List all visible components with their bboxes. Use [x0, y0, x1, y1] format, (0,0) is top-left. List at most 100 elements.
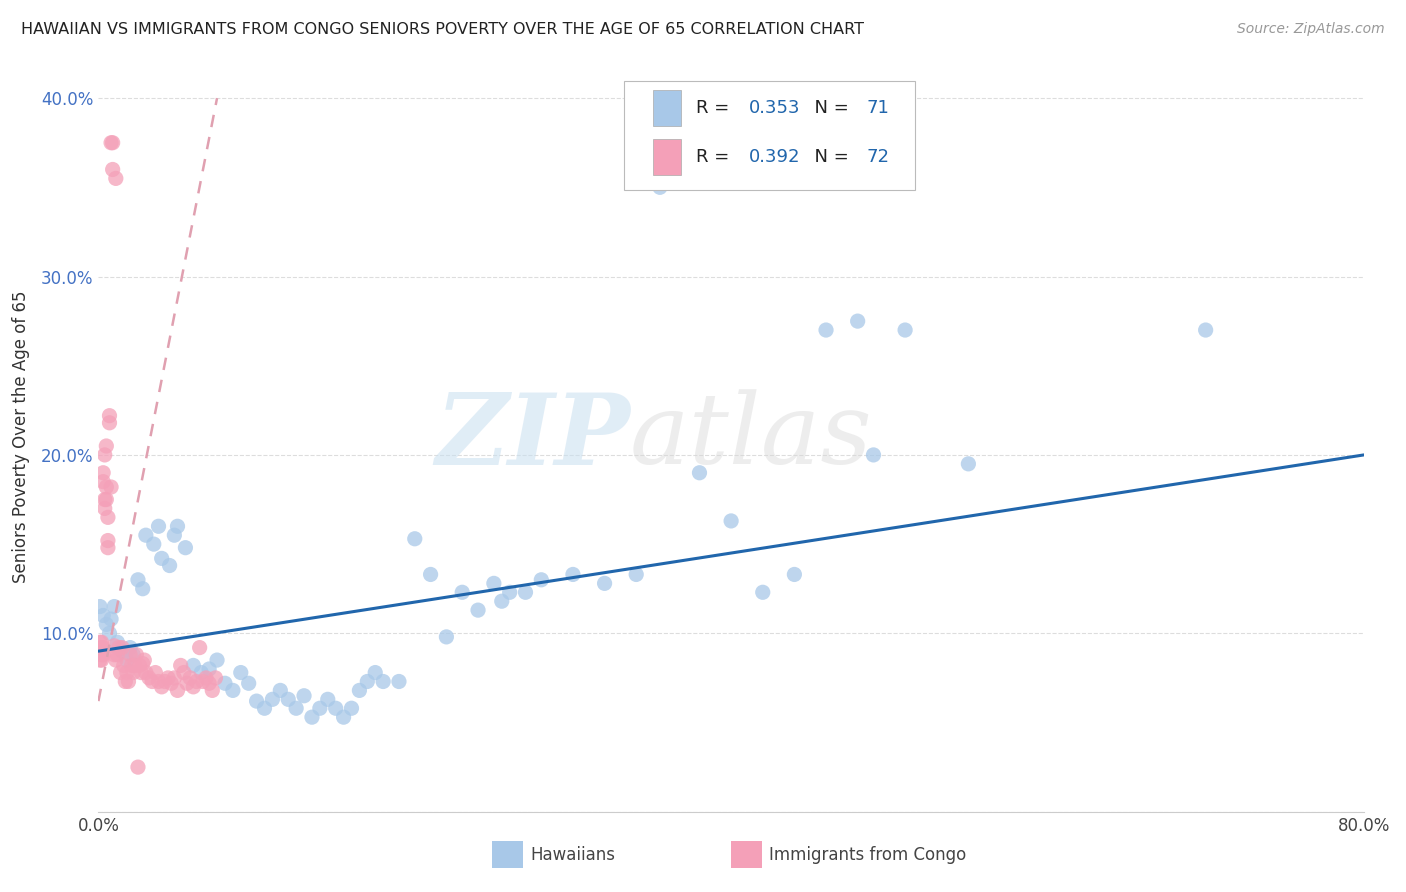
- Point: [103, 599, 125, 614]
- Point: [191, 674, 214, 689]
- Point: [97, 510, 120, 524]
- Point: [103, 648, 125, 662]
- Text: 0.392: 0.392: [749, 148, 800, 166]
- Point: [340, 701, 363, 715]
- Point: [138, 671, 160, 685]
- Point: [111, 640, 134, 655]
- Point: [135, 528, 157, 542]
- Point: [214, 676, 236, 690]
- Point: [482, 576, 505, 591]
- Point: [90, 653, 112, 667]
- Point: [97, 541, 120, 555]
- Point: [292, 689, 315, 703]
- Point: [150, 680, 173, 694]
- FancyBboxPatch shape: [652, 139, 681, 175]
- Point: [246, 694, 269, 708]
- Point: [498, 585, 520, 599]
- Text: 72: 72: [866, 148, 890, 166]
- Point: [115, 653, 138, 667]
- Point: [186, 674, 208, 689]
- Point: [262, 692, 284, 706]
- Point: [128, 658, 150, 673]
- Point: [204, 671, 226, 685]
- Point: [253, 701, 276, 715]
- Point: [89, 599, 111, 614]
- Point: [205, 653, 228, 667]
- Point: [188, 640, 211, 655]
- Point: [96, 480, 118, 494]
- Point: [89, 644, 111, 658]
- Point: [173, 665, 195, 680]
- Point: [89, 653, 111, 667]
- Point: [117, 674, 139, 689]
- Point: [160, 676, 183, 690]
- Point: [127, 573, 149, 587]
- Point: [141, 674, 163, 689]
- Text: Immigrants from Congo: Immigrants from Congo: [769, 846, 966, 863]
- Point: [624, 567, 647, 582]
- Point: [100, 136, 122, 150]
- Point: [107, 648, 129, 662]
- Point: [198, 676, 221, 690]
- Point: [90, 644, 112, 658]
- Point: [166, 683, 188, 698]
- Point: [121, 658, 143, 673]
- Point: [89, 635, 111, 649]
- Point: [134, 653, 156, 667]
- Point: [894, 323, 917, 337]
- Point: [419, 567, 441, 582]
- Point: [356, 674, 378, 689]
- Point: [1194, 323, 1216, 337]
- Text: R =: R =: [696, 148, 735, 166]
- Point: [132, 657, 155, 671]
- Point: [97, 533, 120, 548]
- Text: N =: N =: [803, 99, 855, 117]
- Point: [316, 692, 339, 706]
- Point: [122, 648, 145, 662]
- Point: [325, 701, 347, 715]
- Point: [561, 567, 585, 582]
- Point: [179, 671, 201, 685]
- Point: [91, 648, 114, 662]
- Point: [404, 532, 426, 546]
- Point: [111, 644, 134, 658]
- Point: [190, 665, 212, 680]
- Point: [436, 630, 458, 644]
- FancyBboxPatch shape: [652, 90, 681, 127]
- Point: [301, 710, 323, 724]
- Point: [132, 582, 155, 596]
- Point: [957, 457, 980, 471]
- Point: [163, 528, 186, 542]
- Point: [91, 608, 114, 623]
- Point: [166, 519, 188, 533]
- Text: ZIP: ZIP: [434, 389, 630, 485]
- Point: [491, 594, 513, 608]
- Point: [648, 180, 671, 194]
- Point: [108, 640, 131, 655]
- Point: [198, 662, 221, 676]
- Point: [388, 674, 411, 689]
- Point: [364, 665, 387, 680]
- Point: [269, 683, 291, 698]
- Point: [530, 573, 553, 587]
- Point: [451, 585, 474, 599]
- Point: [122, 665, 145, 680]
- Point: [201, 683, 224, 698]
- Point: [751, 585, 773, 599]
- Text: Hawaiians: Hawaiians: [530, 846, 614, 863]
- Point: [814, 323, 837, 337]
- Point: [100, 612, 122, 626]
- Point: [107, 635, 129, 649]
- FancyBboxPatch shape: [623, 81, 914, 190]
- Point: [163, 671, 186, 685]
- Point: [90, 640, 112, 655]
- Point: [96, 492, 118, 507]
- Text: Source: ZipAtlas.com: Source: ZipAtlas.com: [1237, 22, 1385, 37]
- Text: 0.353: 0.353: [749, 99, 800, 117]
- FancyBboxPatch shape: [731, 841, 762, 868]
- Point: [104, 653, 127, 667]
- Point: [371, 674, 394, 689]
- Point: [593, 576, 616, 591]
- Point: [114, 674, 136, 689]
- Point: [91, 640, 114, 655]
